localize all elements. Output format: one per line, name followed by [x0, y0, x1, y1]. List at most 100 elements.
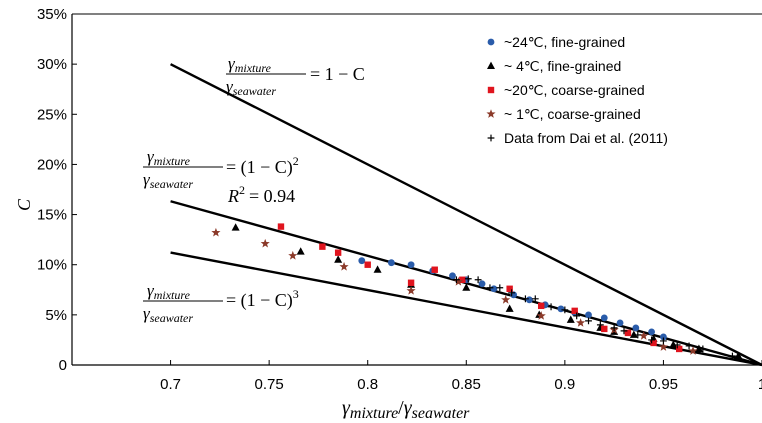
data-point-plus — [474, 276, 482, 284]
data-point-circle — [525, 296, 533, 304]
data-point-star — [576, 318, 586, 327]
data-point-plus — [610, 324, 618, 332]
data-point-circle — [407, 261, 415, 269]
eq3-den-sub: seawater — [150, 311, 194, 325]
data-point-circle — [387, 259, 395, 267]
data-point-plus — [685, 342, 693, 350]
y-axis-label: C — [14, 198, 34, 211]
data-point-star — [453, 276, 463, 286]
data-point-triangle — [694, 344, 703, 352]
r2-value: = 0.94 — [249, 186, 295, 206]
data-point-square — [650, 339, 657, 347]
x-tick-label: 0.95 — [649, 376, 678, 393]
data-point-triangle — [231, 223, 240, 231]
data-point-circle — [449, 272, 456, 280]
data-point-plus — [634, 331, 642, 339]
svg-text:= (1 − C)3: = (1 − C)3 — [226, 287, 299, 311]
eq2-num: γ — [147, 147, 155, 166]
eq1-den: γ — [226, 77, 234, 96]
data-point-star — [639, 331, 649, 340]
model-lines — [170, 63, 762, 367]
data-point-square — [319, 243, 326, 250]
x-label-gamma1: γ — [342, 397, 351, 419]
data-point-plus — [531, 295, 539, 303]
data-point-plus — [508, 289, 516, 297]
legend-marker-square — [487, 86, 495, 94]
eq3-num: γ — [147, 281, 155, 300]
x-tick-label: 0.8 — [357, 376, 378, 393]
data-point-square — [334, 249, 342, 256]
x-axis-label: γmixture/γseawater — [342, 397, 470, 422]
data-point-star — [211, 227, 221, 237]
data-point-square — [538, 302, 545, 310]
data-point-star — [288, 250, 298, 260]
eq3-den: γ — [143, 304, 151, 323]
data-point-triangle — [462, 283, 471, 291]
svg-text:γmixture: γmixture — [147, 147, 191, 168]
y-tick-label: 35% — [37, 6, 67, 23]
data-point-star — [536, 311, 546, 320]
eq1-num: γ — [228, 54, 236, 73]
data-point-circle — [490, 285, 498, 293]
legend-label: ~24℃, fine-grained — [504, 34, 625, 50]
data-point-circle — [557, 305, 565, 313]
svg-text:= (1 − C)2: = (1 − C)2 — [226, 154, 299, 178]
eq3-exp: 3 — [293, 287, 299, 301]
data-point-plus — [453, 276, 460, 284]
legend-label: Data from Dai et al. (2011) — [504, 130, 668, 146]
data-point-plus — [486, 284, 494, 292]
data-point-triangle — [734, 351, 743, 359]
x-label-sub2: seawater — [412, 405, 471, 422]
legend-marker-plus — [487, 134, 495, 142]
data-point-square — [277, 223, 285, 230]
x-ticks: 0.7 0.75 0.8 0.85 0.9 0.95 1 — [160, 360, 762, 393]
y-tick-label: 20% — [37, 156, 67, 173]
x-label-sep: / — [398, 397, 404, 419]
data-point-square — [571, 307, 578, 315]
equation-square: γmixture γseawater = (1 − C)2 R2 = 0.94 — [143, 147, 299, 206]
eq2-den: γ — [143, 170, 151, 189]
data-point-plus — [464, 275, 472, 283]
data-point-square — [431, 266, 438, 273]
data-point-star — [501, 295, 511, 304]
data-point-square — [506, 285, 513, 292]
data-point-triangle — [566, 315, 575, 323]
model-line — [170, 63, 762, 367]
svg-text:γmixture: γmixture — [147, 281, 191, 302]
data-point-triangle — [629, 330, 638, 338]
data-point-circle — [660, 333, 667, 341]
data-point-plus — [699, 345, 707, 353]
x-tick-label: 0.75 — [255, 376, 284, 393]
data-point-plus — [673, 341, 681, 349]
data-point-plus — [547, 303, 555, 311]
data-point-star — [339, 261, 349, 271]
y-tick-label: 25% — [37, 106, 67, 123]
data-point-plus — [648, 336, 655, 344]
data-point-circle — [632, 324, 640, 332]
data-point-square — [601, 325, 608, 333]
eq3-num-sub: mixture — [154, 288, 191, 302]
data-point-star — [406, 285, 416, 295]
x-tick-label: 1 — [758, 376, 762, 393]
eq2-num-sub: mixture — [154, 154, 191, 168]
legend: ~24℃, fine-grained ~ 4℃, fine-grained ~20℃… — [486, 34, 668, 146]
svg-text:γseawater: γseawater — [143, 170, 193, 191]
svg-text:γmixture: γmixture — [228, 54, 272, 75]
data-point-square — [459, 276, 466, 283]
svg-text:γseawater: γseawater — [226, 77, 276, 98]
y-tick-label: 0 — [59, 357, 67, 374]
y-tick-label: 30% — [37, 56, 67, 73]
equation-linear: γmixture γseawater = 1 − C — [226, 54, 365, 98]
legend-marker-star — [486, 109, 496, 118]
data-point-square — [407, 279, 415, 286]
data-point-triangle — [373, 265, 382, 273]
eq2-rhs: = (1 − C) — [226, 157, 293, 178]
data-point-plus — [561, 306, 569, 314]
data-point-plus — [729, 352, 736, 360]
x-tick-label: 0.7 — [160, 376, 181, 393]
x-tick-label: 0.85 — [452, 376, 481, 393]
x-tick-label: 0.9 — [554, 376, 575, 393]
data-point-star — [688, 346, 698, 355]
data-point-triangle — [505, 304, 514, 312]
